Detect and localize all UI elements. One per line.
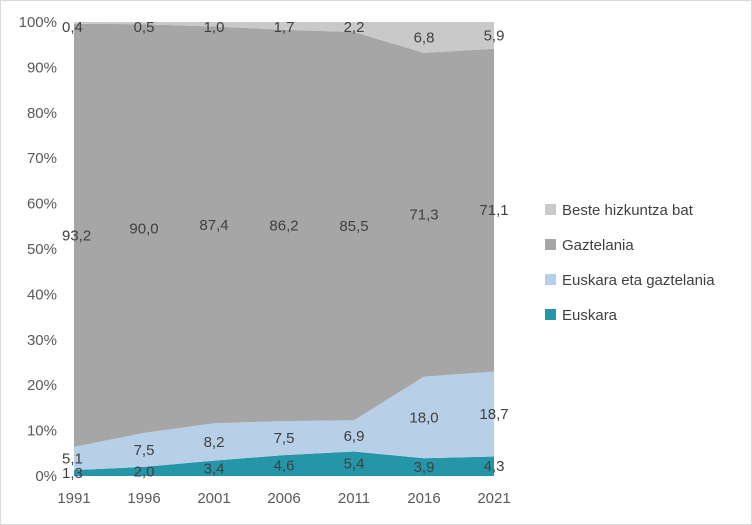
data-label: 0,5 [134,19,155,36]
legend: Beste hizkuntza bat Gaztelania Euskara eta… [545,202,715,324]
area-beste-hizkuntza-bat [74,22,494,53]
y-tick-label: 10% [27,423,57,440]
y-tick-label: 30% [27,332,57,349]
area-gaztelania [74,23,494,447]
x-tick-label: 1991 [57,490,90,507]
legend-swatch [545,274,556,285]
legend-label: Beste hizkuntza bat [562,202,694,219]
legend-swatch [545,309,556,320]
data-label: 6,9 [344,428,365,445]
data-label: 0,4 [62,19,83,36]
data-label: 87,4 [199,217,228,234]
data-label: 5,9 [484,27,505,44]
data-label: 5,4 [344,456,365,473]
data-label: 1,0 [204,19,225,36]
data-label: 3,9 [414,459,435,476]
data-label: 5,1 [62,451,83,468]
data-labels: 1,3 2,0 3,4 4,6 5,4 3,9 4,3 5,1 7,5 8,2 7,5 6,9 18,0… [62,19,509,482]
data-label: 7,5 [134,442,155,459]
y-tick-label: 50% [27,241,57,258]
legend-label: Euskara [562,307,618,324]
legend-label: Gaztelania [562,237,634,254]
data-label: 18,7 [479,406,508,423]
legend-swatch [545,239,556,250]
x-tick-label: 2006 [267,490,300,507]
plot-areas [74,22,494,476]
x-tick-label: 2011 [338,490,370,507]
data-label: 1,7 [274,19,295,36]
x-axis-ticks: 1991 1996 2001 2006 2011 2016 2021 [57,490,510,507]
data-label: 85,5 [339,218,368,235]
x-tick-label: 1996 [127,490,160,507]
data-label: 18,0 [409,409,438,426]
area-euskara [74,451,494,476]
data-label: 1,3 [62,465,83,482]
y-tick-label: 60% [27,196,57,213]
y-axis-ticks: 0% 10% 20% 30% 40% 50% 60% 70% 80% 90% 100% [19,14,57,485]
data-label: 4,6 [274,458,295,475]
data-label: 2,2 [344,19,365,36]
data-label: 3,4 [204,460,225,477]
y-tick-label: 80% [27,105,57,122]
x-tick-label: 2016 [407,490,440,507]
data-label: 4,3 [484,458,505,475]
data-label: 71,1 [479,202,508,219]
legend-swatch [545,204,556,215]
data-label: 93,2 [62,227,91,244]
y-tick-label: 90% [27,59,57,76]
x-tick-label: 2021 [477,490,510,507]
data-label: 2,0 [134,463,155,480]
y-tick-label: 0% [35,468,57,485]
data-label: 71,3 [409,207,438,224]
area-euskara-eta-gaztelania [74,371,494,471]
y-tick-label: 70% [27,150,57,167]
data-label: 8,2 [204,434,225,451]
data-label: 86,2 [269,217,298,234]
y-tick-label: 100% [19,14,57,31]
y-tick-label: 20% [27,377,57,394]
data-label: 6,8 [414,29,435,46]
x-tick-label: 2001 [197,490,230,507]
legend-label: Euskara eta gaztelania [562,272,715,289]
data-label: 90,0 [129,221,158,238]
y-tick-label: 40% [27,286,57,303]
data-label: 7,5 [274,430,295,447]
